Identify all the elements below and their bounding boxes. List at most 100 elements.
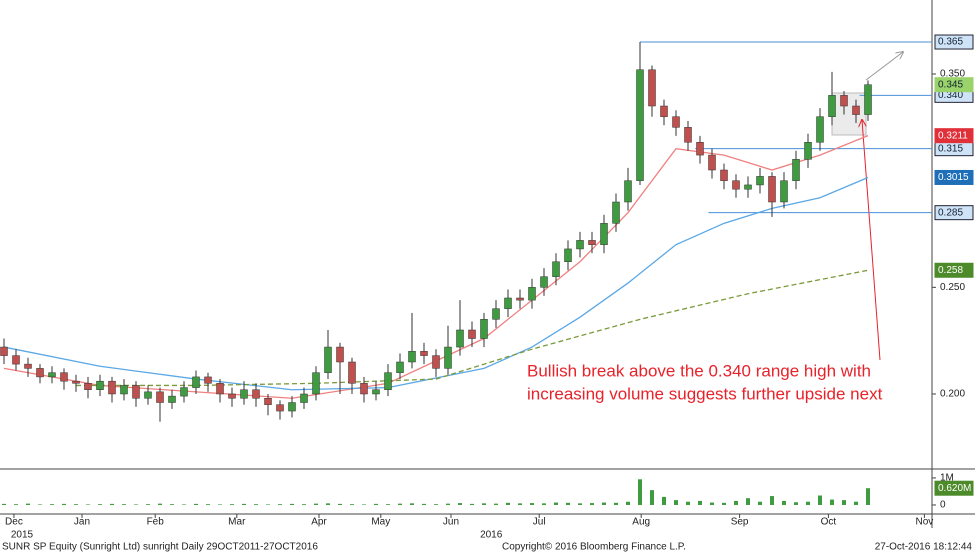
volume-bar	[806, 501, 811, 505]
candle-body	[684, 127, 692, 143]
highlight-box	[831, 92, 867, 136]
candle-body	[84, 383, 92, 390]
footer: SUNR SP Equity (Sunright Ltd) sunright D…	[2, 542, 318, 553]
volume-bar	[758, 501, 763, 505]
price-tag-label: 0.3015	[938, 172, 969, 183]
candle-body	[540, 276, 548, 288]
candle-body	[192, 376, 200, 388]
candle-body	[444, 346, 452, 369]
candle-body	[252, 389, 260, 399]
volume-bar	[73, 504, 78, 505]
x-tick-label: Apr	[311, 517, 327, 528]
volume-bar	[13, 504, 18, 505]
volume-bar	[253, 504, 258, 505]
y-tick-label: 0.350	[940, 69, 965, 80]
volume-bar	[794, 502, 799, 505]
price-tag	[934, 169, 974, 185]
volume-bar	[602, 502, 607, 505]
price-tag-label: 0.285	[938, 207, 963, 218]
candle-body	[312, 372, 320, 395]
candle-body	[48, 372, 56, 378]
volume-bar	[217, 504, 222, 505]
volume-bar	[301, 504, 306, 505]
price-tag	[934, 77, 974, 93]
candle-body	[180, 387, 188, 397]
volume-bar	[25, 503, 30, 505]
candle-body	[96, 380, 104, 390]
candle-body	[816, 116, 824, 143]
volume-bar	[674, 500, 679, 505]
candle-body	[132, 385, 140, 399]
candle-body	[0, 346, 8, 356]
x-tick-label: Sep	[731, 517, 749, 528]
volume-bar	[746, 498, 751, 505]
candle-body	[60, 372, 68, 382]
volume-bar	[506, 502, 511, 505]
volume-bar	[457, 503, 462, 505]
volume-bar	[361, 504, 366, 505]
volume-bar	[49, 504, 54, 505]
candle-body	[720, 169, 728, 181]
price-tag-label: 0.345	[938, 79, 963, 90]
candle-body	[144, 391, 152, 399]
candle-body	[780, 180, 788, 203]
candle-body	[504, 297, 512, 309]
candle-body	[384, 372, 392, 390]
candle-body	[492, 308, 500, 320]
volume-bar	[109, 503, 114, 505]
price-tag	[934, 128, 974, 144]
candle-body	[324, 346, 332, 373]
volume-bar	[542, 503, 547, 505]
volume-bar	[421, 503, 426, 505]
volume-bar	[734, 500, 739, 505]
candle-body	[708, 154, 716, 171]
x-tick-label: May	[371, 517, 390, 528]
x-tick-label: Nov	[916, 517, 934, 528]
volume-bar	[385, 504, 390, 505]
x-tick-label: Jul	[533, 517, 546, 528]
volume-bar	[133, 504, 138, 505]
volume-bar	[494, 503, 499, 505]
volume-bar	[1, 503, 6, 505]
candle-body	[756, 176, 764, 186]
candle-body	[552, 261, 560, 277]
candle-body	[24, 363, 32, 369]
candle-body	[300, 393, 308, 403]
volume-bar	[782, 500, 787, 505]
volume-bar	[445, 503, 450, 505]
price-tag-label: 0.365	[938, 37, 963, 48]
volume-bar	[433, 504, 438, 505]
volume-bar	[722, 502, 727, 505]
volume-bar	[97, 504, 102, 505]
candle-body	[864, 84, 872, 115]
candle-body	[360, 383, 368, 395]
volume-bar	[313, 503, 318, 505]
x-tick-label: Jun	[443, 517, 459, 528]
candle-body	[36, 368, 44, 378]
candle-body	[804, 142, 812, 160]
candle-body	[72, 380, 80, 384]
candle-body	[264, 397, 272, 405]
candle-body	[588, 240, 596, 245]
candle-body	[168, 395, 176, 403]
x-tick-label: Feb	[147, 517, 165, 528]
moving-average	[3, 176, 869, 391]
volume-bar	[409, 503, 414, 505]
volume-bar	[397, 503, 402, 505]
moving-average	[75, 269, 869, 387]
volume-bar	[614, 502, 619, 505]
candle-body	[240, 389, 248, 399]
candle-body	[744, 184, 752, 190]
volume-bar	[470, 503, 475, 505]
volume-bar	[145, 504, 150, 505]
candle-body	[396, 361, 404, 373]
candle-body	[156, 391, 164, 403]
candle-body	[228, 393, 236, 399]
candle-body	[696, 142, 704, 156]
candle-body	[480, 319, 488, 339]
volume-bar	[265, 504, 270, 505]
volume-bar	[37, 504, 42, 505]
candle-body	[600, 223, 608, 245]
candle-body	[372, 389, 380, 395]
